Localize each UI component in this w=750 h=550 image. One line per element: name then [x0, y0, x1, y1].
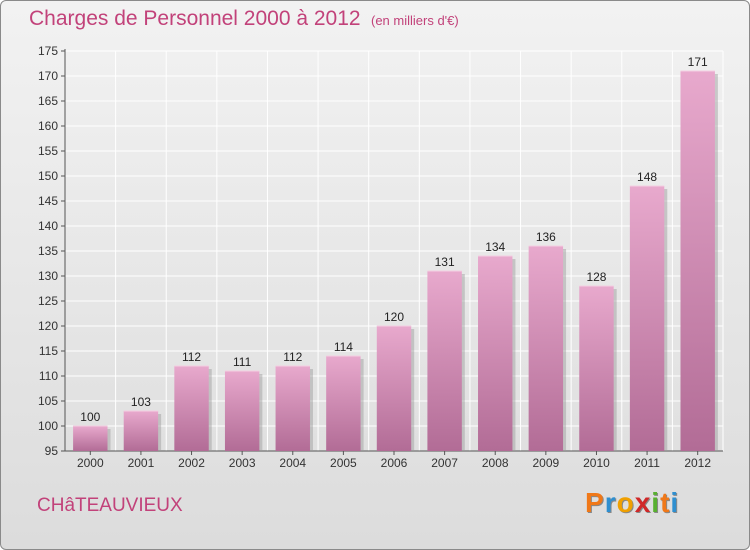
bar [680, 71, 715, 451]
y-tick-label: 150 [38, 169, 58, 183]
x-tick-label: 2006 [381, 456, 408, 470]
x-tick-label: 2010 [583, 456, 610, 470]
logo-letter: i [670, 487, 680, 518]
city-name: CHâTEAUVIEUX [37, 495, 183, 516]
y-tick-label: 100 [38, 419, 58, 433]
x-tick-label: 2004 [279, 456, 306, 470]
x-tick-label: 2000 [77, 456, 104, 470]
bar-value-label: 112 [283, 350, 302, 364]
x-tick-label: 2011 [634, 456, 660, 470]
bar-value-label: 128 [586, 270, 606, 284]
y-tick-label: 110 [39, 369, 58, 383]
bar [123, 411, 159, 451]
y-tick-label: 130 [38, 269, 58, 283]
x-tick-label: 2012 [684, 456, 711, 470]
logo-letter: x [634, 487, 652, 518]
bar [579, 286, 614, 451]
x-tick-label: 2003 [229, 456, 256, 470]
bar [73, 426, 108, 451]
bar [528, 246, 564, 451]
bar-value-label: 171 [688, 55, 708, 69]
bar-value-label: 148 [637, 170, 657, 184]
bar [376, 326, 412, 451]
bar-value-label: 131 [435, 255, 455, 269]
logo-letter: P [585, 487, 605, 518]
bar-value-label: 111 [233, 355, 252, 369]
x-tick-label: 2001 [128, 456, 155, 470]
chart-title: Charges de Personnel 2000 à 2012 [29, 7, 361, 30]
bar [174, 366, 209, 451]
bar [275, 366, 310, 451]
y-tick-label: 145 [38, 194, 58, 208]
y-tick-label: 140 [38, 219, 58, 233]
bar [629, 186, 665, 451]
y-tick-label: 170 [38, 69, 58, 83]
y-tick-label: 125 [38, 294, 58, 308]
logo-letter: o [616, 487, 635, 518]
bar-value-label: 134 [485, 240, 505, 254]
x-tick-label: 2002 [178, 456, 205, 470]
bar [326, 356, 361, 451]
bar-value-label: 120 [384, 310, 404, 324]
x-tick-label: 2005 [330, 456, 357, 470]
y-tick-label: 105 [38, 394, 58, 408]
y-tick-label: 95 [45, 444, 59, 458]
y-tick-label: 160 [38, 119, 58, 133]
y-tick-label: 115 [39, 344, 58, 358]
proxiti-logo: Proxiti [585, 487, 679, 519]
bar-value-label: 112 [182, 350, 201, 364]
labels: 100 2000 103 2001 112 2002 111 2003 112 2004 114 20… [77, 55, 711, 470]
x-tick-label: 2007 [431, 456, 458, 470]
x-tick-label: 2009 [532, 456, 559, 470]
logo-letter: i [651, 487, 661, 518]
bar [427, 271, 462, 451]
logo-letter: t [660, 487, 671, 518]
chart-subtitle: (en milliers d'€) [371, 13, 459, 28]
y-tick-label: 175 [38, 44, 58, 58]
y-tick-label: 155 [38, 144, 58, 158]
bar-value-label: 103 [131, 395, 151, 409]
bar-value-label: 136 [536, 230, 556, 244]
bars [73, 70, 718, 451]
bar [478, 256, 513, 451]
y-tick-label: 135 [38, 244, 58, 258]
x-tick-label: 2008 [482, 456, 509, 470]
bar-value-label: 100 [80, 410, 100, 424]
y-tick-label: 120 [38, 319, 58, 333]
bar-value-label: 114 [334, 340, 353, 354]
logo-letter: r [604, 487, 617, 518]
y-tick-label: 165 [38, 94, 58, 108]
bar [224, 371, 260, 451]
